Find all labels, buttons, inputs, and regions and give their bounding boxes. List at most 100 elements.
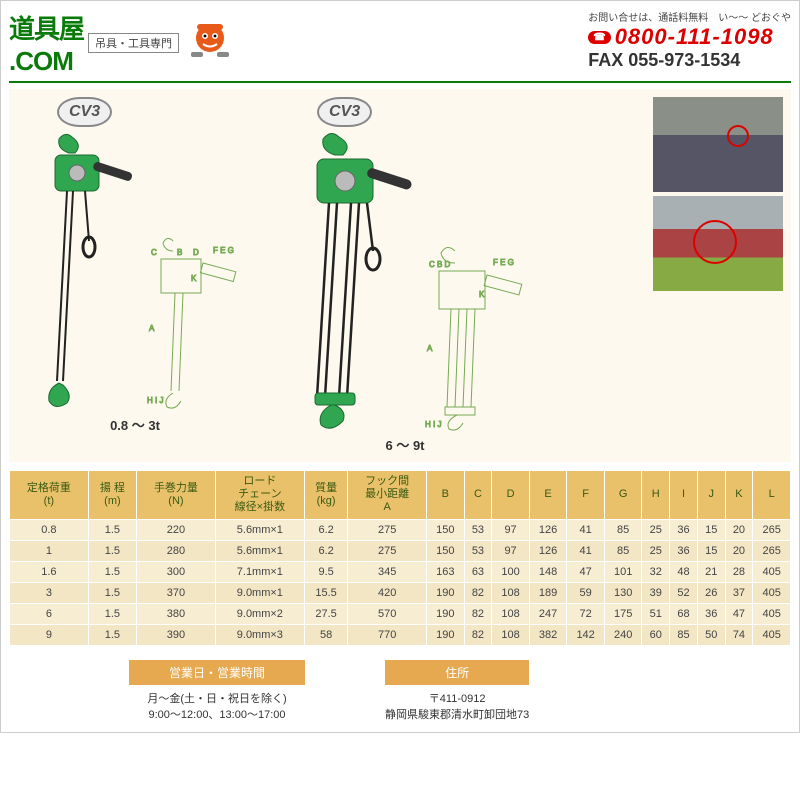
spec-cell: 370 [137, 582, 216, 603]
spec-cell: 85 [604, 519, 642, 540]
spec-cell: 101 [604, 561, 642, 582]
spec-cell: 32 [642, 561, 670, 582]
spec-cell: 50 [697, 624, 725, 645]
spec-cell: 21 [697, 561, 725, 582]
spec-cell: 770 [348, 624, 427, 645]
spec-cell: 570 [348, 603, 427, 624]
spec-th-3: ロードチェーン線径×掛数 [215, 471, 304, 520]
spec-cell: 1.6 [10, 561, 89, 582]
spec-th-16: L [753, 471, 791, 520]
spec-cell: 150 [427, 540, 465, 561]
spec-cell: 53 [464, 519, 492, 540]
product-section: CV3 [9, 89, 791, 462]
spec-cell: 1.5 [88, 561, 136, 582]
spec-cell: 108 [492, 603, 530, 624]
hoist-col-b: CV3 [277, 97, 533, 454]
logo: 道具屋 .COM 吊具・工具専門 [9, 9, 237, 77]
spec-cell: 148 [529, 561, 567, 582]
spec-cell: 5.6mm×1 [215, 519, 304, 540]
spec-cell: 126 [529, 519, 567, 540]
spec-cell: 405 [753, 561, 791, 582]
spec-cell: 25 [642, 540, 670, 561]
mascot-icon [183, 16, 237, 70]
usage-photo-1 [653, 97, 783, 192]
spec-th-11: G [604, 471, 642, 520]
spec-th-14: J [697, 471, 725, 520]
spec-cell: 130 [604, 582, 642, 603]
spec-th-6: B [427, 471, 465, 520]
spec-cell: 163 [427, 561, 465, 582]
usage-photo-2 [653, 196, 783, 291]
spec-cell: 6.2 [304, 540, 347, 561]
spec-cell: 6.2 [304, 519, 347, 540]
spec-cell: 7.1mm×1 [215, 561, 304, 582]
spec-th-0: 定格荷重(t) [10, 471, 89, 520]
svg-text:A: A [427, 344, 433, 353]
spec-cell: 1.5 [88, 603, 136, 624]
spec-cell: 150 [427, 519, 465, 540]
spec-cell: 108 [492, 624, 530, 645]
spec-cell: 20 [725, 540, 753, 561]
svg-text:C: C [151, 248, 157, 257]
cv3-badge-b: CV3 [317, 97, 372, 127]
spec-cell: 265 [753, 519, 791, 540]
spec-cell: 190 [427, 582, 465, 603]
logo-text-1: 道具屋 [9, 14, 84, 44]
svg-text:K: K [191, 274, 197, 283]
spec-cell: 100 [492, 561, 530, 582]
contact-block: お問い合せは、通話料無料 い～～ どおぐや ☎ 0800-111-1098 FA… [588, 9, 791, 71]
spec-cell: 48 [670, 561, 698, 582]
spec-cell: 82 [464, 603, 492, 624]
spec-cell: 63 [464, 561, 492, 582]
spec-cell: 9.0mm×1 [215, 582, 304, 603]
spec-cell: 420 [348, 582, 427, 603]
hours-head: 営業日・営業時間 [129, 660, 305, 685]
hoist-diagram-a: C B D F E G A K H I J [143, 231, 253, 411]
range-label-b: 6 ～ 9t [385, 435, 424, 454]
spec-row: 0.81.52205.6mm×16.2275150539712641852536… [10, 519, 791, 540]
spec-cell: 36 [670, 540, 698, 561]
spec-cell: 0.8 [10, 519, 89, 540]
spec-cell: 175 [604, 603, 642, 624]
spec-th-7: C [464, 471, 492, 520]
spec-cell: 3 [10, 582, 89, 603]
address-head: 住所 [385, 660, 529, 685]
spec-cell: 85 [604, 540, 642, 561]
spec-cell: 1 [10, 540, 89, 561]
spec-th-1: 揚 程(m) [88, 471, 136, 520]
spec-cell: 6 [10, 603, 89, 624]
spec-cell: 405 [753, 582, 791, 603]
spec-cell: 74 [725, 624, 753, 645]
spec-row: 31.53709.0mm×115.54201908210818959130395… [10, 582, 791, 603]
spec-cell: 36 [670, 519, 698, 540]
spec-cell: 47 [725, 603, 753, 624]
spec-cell: 82 [464, 624, 492, 645]
spec-cell: 9.0mm×3 [215, 624, 304, 645]
spec-cell: 27.5 [304, 603, 347, 624]
contact-note: お問い合せは、通話料無料 [588, 13, 708, 24]
hours-line1: 月～金(土・日・祝日を除く) [129, 691, 305, 708]
spec-cell: 41 [567, 540, 605, 561]
svg-text:B: B [177, 248, 182, 257]
spec-cell: 72 [567, 603, 605, 624]
address-block: 住所 〒411-0912 静岡県駿東郡清水町卸団地73 [385, 660, 529, 724]
hoist-col-a: CV3 [17, 97, 253, 454]
spec-cell: 240 [604, 624, 642, 645]
spec-cell: 20 [725, 519, 753, 540]
spec-cell: 60 [642, 624, 670, 645]
svg-text:K: K [479, 290, 485, 299]
phone-number: 0800-111-1098 [615, 24, 774, 50]
spec-row: 91.53909.0mm×358770190821083821422406085… [10, 624, 791, 645]
spec-cell: 97 [492, 540, 530, 561]
spec-cell: 220 [137, 519, 216, 540]
spec-cell: 26 [697, 582, 725, 603]
hoist-image-b [277, 131, 417, 431]
spec-cell: 82 [464, 582, 492, 603]
svg-text:D: D [193, 248, 199, 257]
spec-cell: 68 [670, 603, 698, 624]
hoist-image-a [17, 131, 137, 411]
spec-cell: 15.5 [304, 582, 347, 603]
spec-cell: 9.0mm×2 [215, 603, 304, 624]
spec-cell: 280 [137, 540, 216, 561]
logo-ruby: い～～ どおぐや [718, 13, 791, 24]
